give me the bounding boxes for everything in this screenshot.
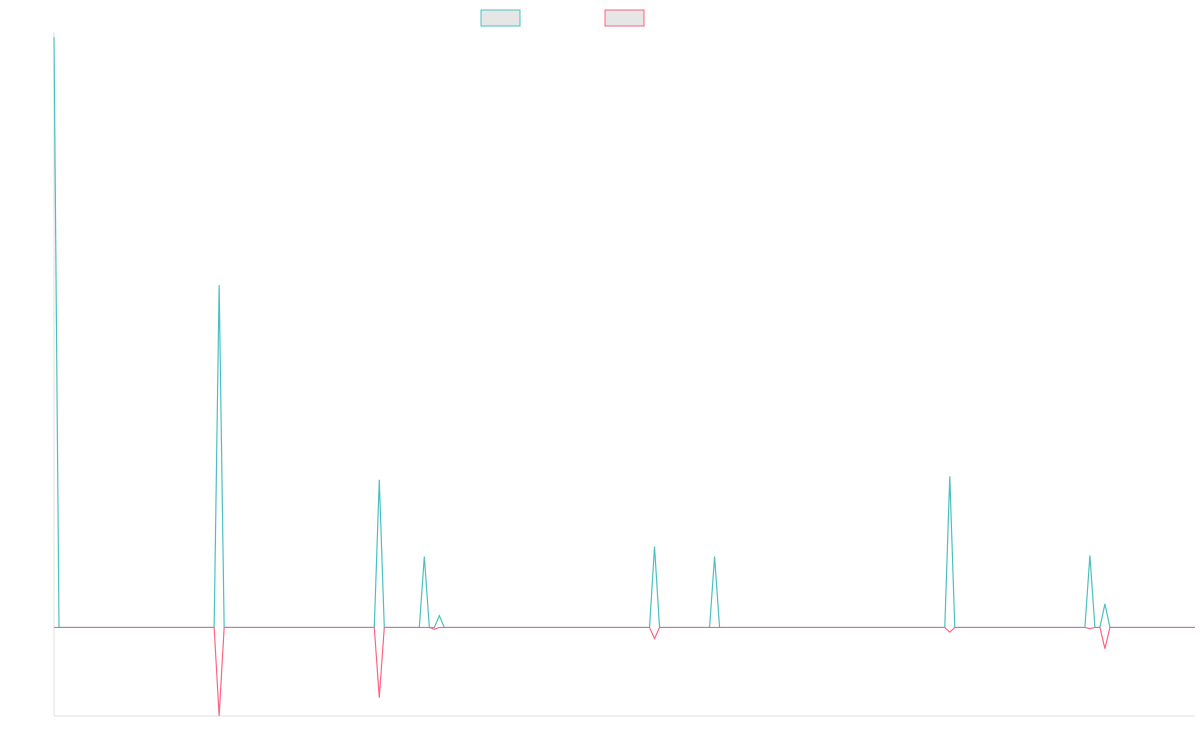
series-line (54, 626, 1195, 717)
legend-swatch (480, 9, 521, 27)
legend-swatch (604, 9, 645, 27)
series-line (53, 36, 1195, 629)
